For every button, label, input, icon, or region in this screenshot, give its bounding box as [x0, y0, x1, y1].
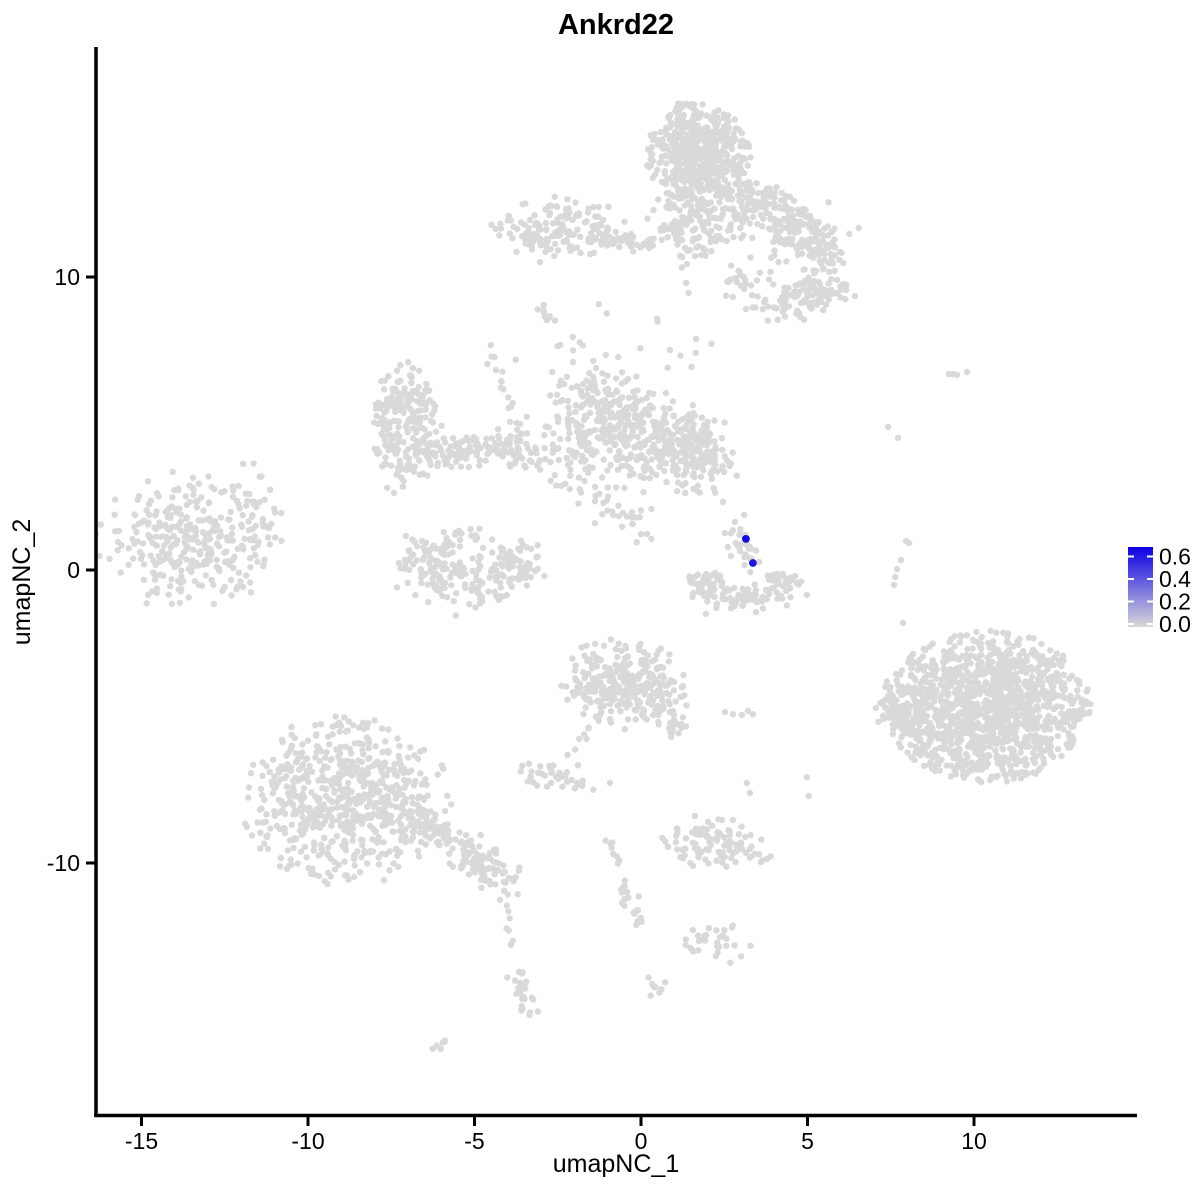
x-tick-label: 0	[635, 1128, 648, 1154]
plot-title: Ankrd22	[558, 9, 674, 41]
y-tick-label: 0	[67, 557, 80, 583]
legend-tick-label: 0.0	[1159, 611, 1191, 637]
x-axis-title: umapNC_1	[553, 1150, 679, 1178]
y-axis-title: umapNC_2	[8, 519, 36, 645]
y-tick-label: -10	[47, 850, 80, 876]
x-tick-label: 10	[961, 1128, 987, 1154]
x-tick-label: -10	[291, 1128, 324, 1154]
y-tick-label: 10	[54, 264, 80, 290]
y-axis-ticks: 10 0 -10	[47, 264, 95, 876]
x-tick-label: -15	[125, 1128, 158, 1154]
highlighted-cells	[742, 535, 757, 567]
legend-gradient-bar	[1128, 547, 1153, 627]
x-tick-label: 5	[801, 1128, 814, 1154]
legend-tick-label: 0.6	[1159, 544, 1191, 570]
legend-colorbar: 0.60.40.20.0	[1128, 544, 1191, 637]
axes: -15 -10 -5 0 5 10 10 0 -10 Ankrd22 umapNC_1 uma…	[8, 9, 1137, 1178]
cell-points	[97, 100, 1094, 1053]
legend-tick-label: 0.4	[1159, 566, 1191, 592]
expressing-cell-point	[742, 535, 750, 543]
x-tick-label: -5	[464, 1128, 484, 1154]
x-axis-ticks: -15 -10 -5 0 5 10	[125, 1117, 987, 1154]
expressing-cell-point	[749, 559, 757, 567]
legend-tick-label: 0.2	[1159, 589, 1191, 615]
